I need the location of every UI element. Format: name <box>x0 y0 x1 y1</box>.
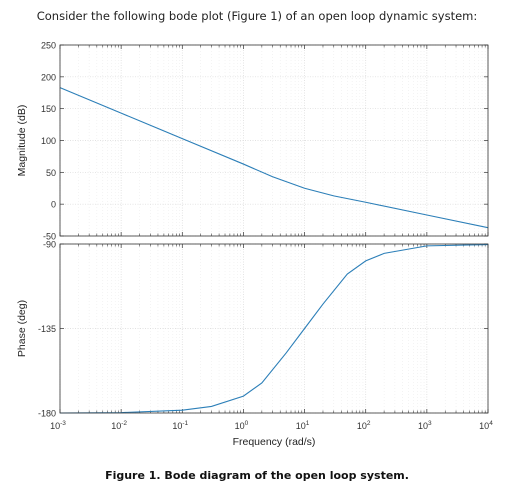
magnitude-plot-area <box>60 45 488 236</box>
phase-x-tick-label: 104 <box>479 420 493 431</box>
figure-caption: Figure 1. Bode diagram of the open loop … <box>105 469 409 482</box>
phase-x-tick-label: 100 <box>235 420 249 431</box>
phase-y-tick-label: -90 <box>43 240 56 250</box>
phase-y-tick-label: -180 <box>38 409 56 419</box>
magnitude-y-axis-label: Magnitude (dB) <box>16 105 28 177</box>
magnitude-series-line <box>59 87 489 229</box>
phase-x-tick-label: 10-2 <box>111 420 127 431</box>
phase-plot-area <box>60 244 488 413</box>
phase-y-tick-label: -135 <box>38 324 56 334</box>
phase-x-tick-label: 103 <box>418 420 432 431</box>
phase-series-line <box>59 244 489 414</box>
phase-axes-frame <box>59 243 489 414</box>
phase-panel: -180 -135 -90 Phase (deg) 10-3 10-2 10-1 100 101… <box>16 240 493 449</box>
magnitude-y-tick-label: -50 <box>43 232 56 242</box>
phase-x-tick-label: 101 <box>296 420 310 431</box>
phase-x-tick-label: 10-3 <box>50 420 66 431</box>
magnitude-y-tick-label: 100 <box>41 136 56 146</box>
question-text: Consider the following bode plot (Figure… <box>36 9 478 23</box>
magnitude-y-tick-label: 50 <box>46 168 56 178</box>
magnitude-y-tick-label: 0 <box>51 200 56 210</box>
magnitude-y-tick-label: 250 <box>41 41 56 51</box>
magnitude-y-tick-label: 200 <box>41 72 56 82</box>
phase-x-tick-label: 10-1 <box>172 420 188 431</box>
magnitude-panel: -50 0 50 100 150 200 250 Magnitude (dB) <box>16 41 489 242</box>
magnitude-y-tick-label: 150 <box>41 104 56 114</box>
phase-x-tick-label: 102 <box>357 420 371 431</box>
phase-x-axis-label: Frequency (rad/s) <box>233 436 316 448</box>
phase-y-axis-label: Phase (deg) <box>16 300 28 357</box>
magnitude-axes-frame <box>59 44 489 237</box>
